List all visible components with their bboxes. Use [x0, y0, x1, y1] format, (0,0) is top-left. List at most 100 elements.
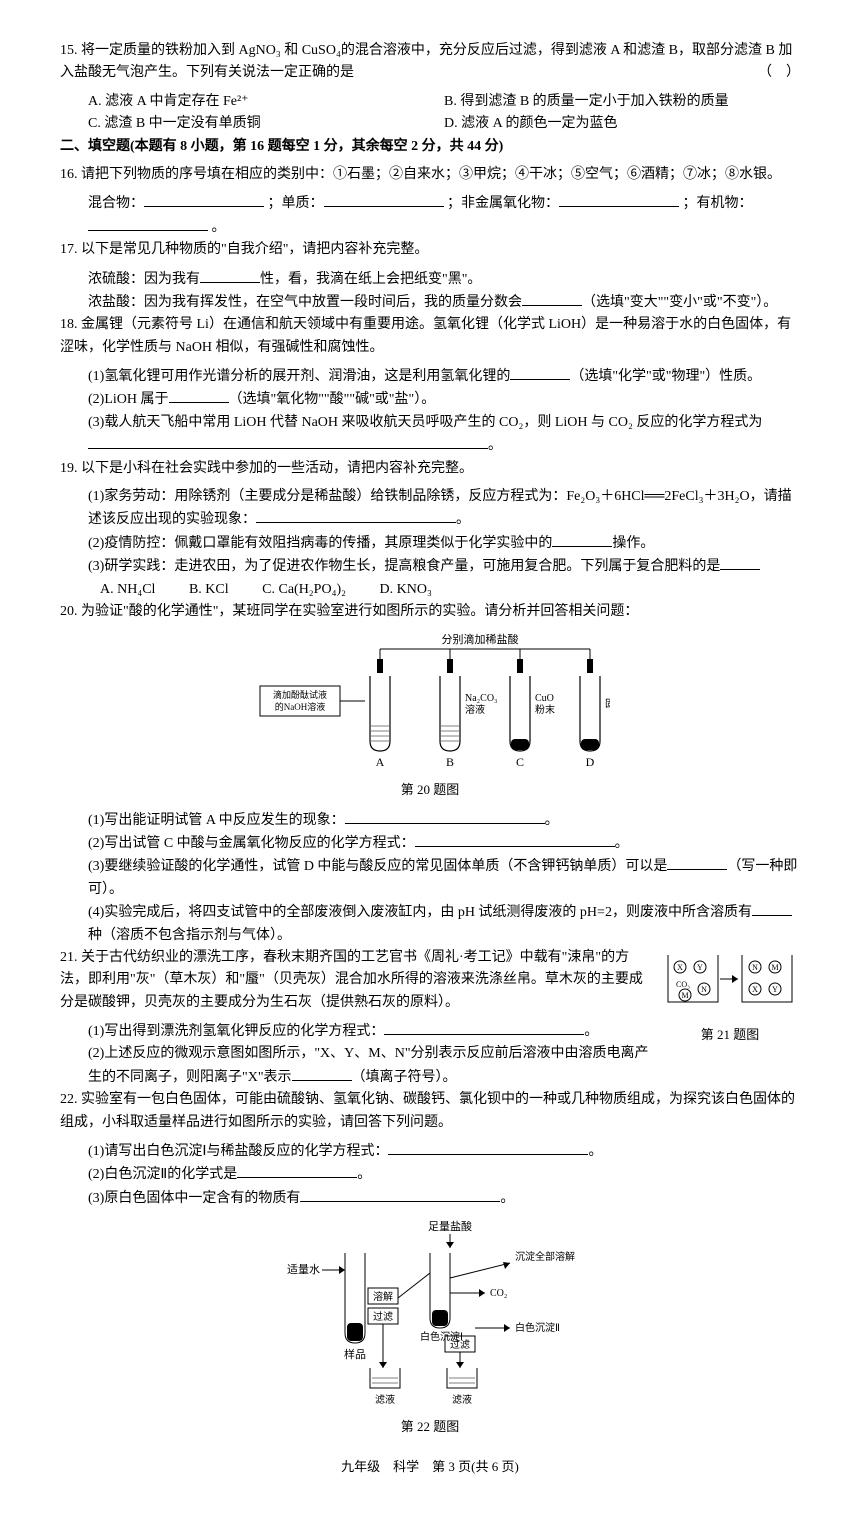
blank[interactable] [88, 216, 208, 231]
q18-p2: (2)LiOH 属于 （选填"氧化物""酸""碱"或"盐"）。 [60, 388, 800, 411]
q18-p1a: (1)氢氧化锂可用作光谱分析的展开剂、润滑油，这是利用氢氧化锂的 [88, 369, 510, 384]
svg-text:溶液: 溶液 [465, 703, 485, 716]
q18-num: 18. [60, 317, 78, 332]
q19-choice-d: D. KNO₃ [380, 579, 432, 601]
svg-text:滤液: 滤液 [452, 1393, 472, 1406]
svg-text:溶解: 溶解 [373, 1290, 393, 1303]
blank[interactable] [300, 1187, 500, 1202]
blank[interactable] [324, 192, 444, 207]
blank[interactable] [552, 532, 612, 547]
blank[interactable] [510, 365, 570, 380]
question-21: X Y CO₃ M N N M X Y 第 21 题图 21. 关于古代纺织业的… [60, 947, 800, 1014]
q18-p2a: (2)LiOH 属于 [88, 392, 169, 407]
blank[interactable] [667, 855, 727, 870]
q17-l1a: 浓硫酸：因为我有 [88, 272, 200, 287]
blank[interactable] [388, 1140, 588, 1155]
q20-p1: (1)写出能证明试管 A 中反应发生的现象：。 [60, 809, 800, 832]
q20-p4: (4)实验完成后，将四支试管中的全部废液倒入废液缸内，由 pH 试纸测得废液的 … [60, 901, 800, 947]
svg-text:N: N [701, 985, 707, 994]
q17-l2b: （选填"变大""变小"或"不变"）。 [582, 295, 777, 310]
q20-num: 20. [60, 604, 78, 619]
q19-p1: (1)家务劳动：用除锈剂（主要成分是稀盐酸）给铁制品除锈，反应方程式为：Fe₂O… [60, 486, 800, 532]
svg-text:B: B [446, 755, 454, 769]
svg-text:CO₃: CO₃ [676, 980, 690, 989]
q19-choice-b: B. KCl [189, 579, 229, 601]
blank[interactable] [88, 434, 488, 449]
q16-stem: 请把下列物质的序号填在相应的类别中：①石墨；②自来水；③甲烷；④干冰；⑤空气；⑥… [81, 167, 781, 182]
q19-num: 19. [60, 461, 78, 476]
svg-text:X: X [752, 985, 758, 994]
blank[interactable] [169, 388, 229, 403]
q18-p1b: （选填"化学"或"物理"）性质。 [570, 369, 761, 384]
blank[interactable] [237, 1163, 357, 1178]
q18-p2b: （选填"氧化物""酸""碱"或"盐"）。 [229, 392, 436, 407]
q15-stem: 将一定质量的铁粉加入到 AgNO₃ 和 CuSO₄的混合溶液中，充分反应后过滤，… [60, 43, 792, 80]
q15-choice-d: D. 滤液 A 的颜色一定为蓝色 [444, 113, 800, 135]
svg-text:的NaOH溶液: 的NaOH溶液 [275, 701, 326, 712]
blank[interactable] [522, 291, 582, 306]
q15-choice-b: B. 得到滤渣 B 的质量一定小于加入铁粉的质量 [444, 91, 800, 113]
q21-p2b: （填离子符号）。 [352, 1070, 457, 1085]
svg-text:D: D [586, 755, 595, 769]
blank[interactable] [144, 192, 264, 207]
q15-num: 15. [60, 43, 78, 58]
svg-text:M: M [771, 963, 778, 972]
question-15: 15. 将一定质量的铁粉加入到 AgNO₃ 和 CuSO₄的混合溶液中，充分反应… [60, 40, 800, 85]
q20-p2a: (2)写出试管 C 中酸与金属氧化物反应的化学方程式： [88, 836, 415, 851]
q19-choices: A. NH₄Cl B. KCl C. Ca(H₂PO₄)₂ D. KNO₃ [60, 579, 800, 601]
q18-p1: (1)氢氧化锂可用作光谱分析的展开剂、润滑油，这是利用氢氧化锂的 （选填"化学"或… [60, 365, 800, 388]
q22-p3b: 。 [500, 1191, 514, 1206]
svg-text:A: A [376, 755, 385, 769]
q17-line2: 浓盐酸：因为我有挥发性，在空气中放置一段时间后，我的质量分数会（选填"变大""变… [60, 291, 800, 314]
question-18: 18. 金属锂（元素符号 Li）在通信和航天领域中有重要用途。氢氧化锂（化学式 … [60, 314, 800, 359]
q19-choice-c: C. Ca(H₂PO₄)₂ [262, 579, 346, 601]
q19-p1b: 。 [456, 512, 470, 527]
blank[interactable] [200, 268, 260, 283]
q20-svg: 分别滴加稀盐酸 滴加酚酞试液 的NaOH溶液 [250, 631, 610, 771]
q18-stem: 金属锂（元素符号 Li）在通信和航天领域中有重要用途。氢氧化锂（化学式 LiOH… [60, 317, 791, 354]
svg-text:N: N [752, 963, 758, 972]
q20-stem: 为验证"酸的化学通性"，某班同学在实验室进行如图所示的实验。请分析并回答相关问题… [81, 604, 638, 619]
svg-text:白色沉淀Ⅱ: 白色沉淀Ⅱ [515, 1321, 560, 1334]
blank[interactable] [559, 192, 679, 207]
svg-text:过滤: 过滤 [373, 1310, 393, 1323]
blank[interactable] [345, 809, 545, 824]
q18-p3: (3)载人航天飞船中常用 LiOH 代替 NaOH 来吸收航天员呼吸产生的 CO… [60, 412, 800, 458]
q22-stem: 实验室有一包白色固体，可能由硫酸钠、氢氧化钠、碳酸钙、氯化钡中的一种或几种物质组… [60, 1092, 795, 1129]
q21-p2: (2)上述反应的微观示意图如图所示，"X、Y、M、N"分别表示反应前后溶液中由溶… [60, 1043, 800, 1089]
question-16: 16. 请把下列物质的序号填在相应的类别中：①石墨；②自来水；③甲烷；④干冰；⑤… [60, 164, 800, 186]
blank[interactable] [415, 832, 615, 847]
q20-p3a: (3)要继续验证酸的化学通性，试管 D 中能与酸反应的常见固体单质（不含钾钙钠单… [88, 859, 667, 874]
q21-stem: 关于古代纺织业的漂洗工序，春秋末期齐国的工艺官书《周礼·考工记》中载有"涑帛"的… [60, 950, 643, 1010]
q19-choice-a: A. NH₄Cl [100, 579, 155, 601]
svg-text:足量盐酸: 足量盐酸 [428, 1219, 472, 1233]
q21-num: 21. [60, 950, 78, 965]
q22-p2a: (2)白色沉淀Ⅱ的化学式是 [88, 1167, 237, 1182]
svg-text:滤液: 滤液 [375, 1393, 395, 1406]
q18-p3b: 。 [488, 438, 502, 453]
q22-p1b: 。 [588, 1144, 602, 1159]
q22-num: 22. [60, 1092, 78, 1107]
blank[interactable] [720, 555, 760, 570]
q19-p3a: (3)研学实践：走进农田，为了促进农作物生长，提高粮食产量，可施用复合肥。下列属… [88, 559, 720, 574]
q15-choices: A. 滤液 A 中肯定存在 Fe²⁺ B. 得到滤渣 B 的质量一定小于加入铁粉… [60, 91, 800, 136]
q22-svg: 足量盐酸 适量水 样品 溶解 过滤 白色沉淀Ⅰ 沉淀全部溶解 CO₂ 过滤 [250, 1218, 610, 1408]
svg-text:X: X [677, 963, 683, 972]
q22-p2: (2)白色沉淀Ⅱ的化学式是 。 [60, 1163, 800, 1186]
q17-l1b: 性，看，我滴在纸上会把纸变"黑"。 [260, 272, 481, 287]
q22-p1a: (1)请写出白色沉淀Ⅰ与稀盐酸反应的化学方程式： [88, 1144, 388, 1159]
q22-p2b: 。 [357, 1167, 371, 1182]
svg-text:Y: Y [697, 963, 703, 972]
blank[interactable] [752, 901, 792, 916]
section-2-title: 二、填空题(本题有 8 小题，第 16 题每空 1 分，其余每空 2 分，共 4… [60, 136, 800, 158]
blank[interactable] [292, 1066, 352, 1081]
q20-p4a: (4)实验完成后，将四支试管中的全部废液倒入废液缸内，由 pH 试纸测得废液的 … [88, 905, 752, 920]
q20-p1a: (1)写出能证明试管 A 中反应发生的现象： [88, 813, 345, 828]
q17-stem: 以下是常见几种物质的"自我介绍"，请把内容补充完整。 [81, 242, 428, 257]
q21-p1b: 。 [584, 1024, 598, 1039]
blank[interactable] [256, 508, 456, 523]
svg-text:过滤: 过滤 [450, 1338, 470, 1351]
blank[interactable] [384, 1020, 584, 1035]
q20-p4b: 种（溶质不包含指示剂与气体）。 [88, 928, 291, 943]
q16-mix-label: 混合物： [88, 196, 144, 211]
